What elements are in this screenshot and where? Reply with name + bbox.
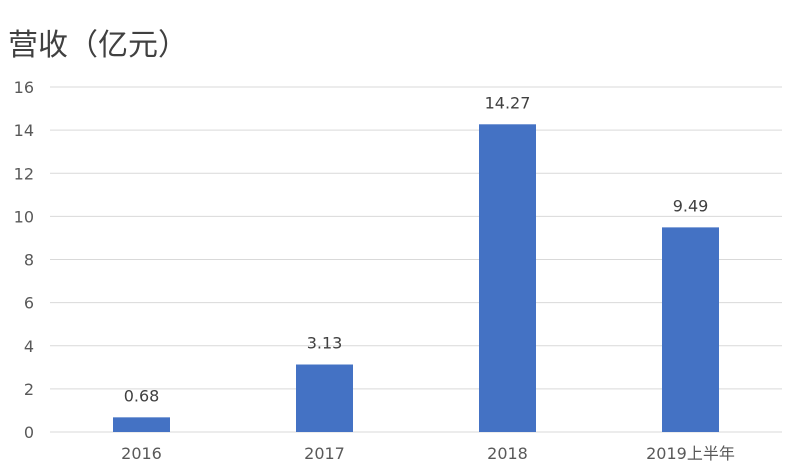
- y-tick-label: 4: [24, 337, 34, 356]
- y-tick-label: 10: [14, 207, 34, 226]
- chart-title: 营收（亿元）: [8, 28, 188, 63]
- bar: [479, 124, 536, 432]
- x-tick-label: 2016: [121, 444, 162, 463]
- gridlines: [50, 86, 782, 433]
- y-tick-label: 8: [24, 251, 34, 270]
- x-tick-label: 2019上半年: [646, 444, 735, 463]
- y-tick-label: 16: [14, 78, 34, 97]
- x-axis-ticks: 2016 2017 2018 2019上半年: [121, 444, 735, 463]
- y-tick-label: 14: [14, 121, 34, 140]
- y-tick-label: 12: [14, 164, 34, 183]
- bar: [113, 417, 170, 432]
- data-labels: 0.68 3.13 14.27 9.49: [124, 93, 709, 405]
- bars: [113, 124, 719, 432]
- x-tick-label: 2018: [487, 444, 528, 463]
- bar: [662, 227, 719, 432]
- bar-value-label: 14.27: [485, 93, 531, 112]
- y-tick-label: 0: [24, 423, 34, 442]
- bar: [296, 364, 353, 432]
- x-tick-label: 2017: [304, 444, 345, 463]
- y-tick-label: 6: [24, 294, 34, 313]
- bar-value-label: 9.49: [673, 196, 709, 215]
- bar-value-label: 3.13: [307, 334, 343, 353]
- bar-value-label: 0.68: [124, 386, 160, 405]
- y-axis-ticks: 0 2 4 6 8 10 12 14 16: [14, 78, 34, 442]
- y-tick-label: 2: [24, 380, 34, 399]
